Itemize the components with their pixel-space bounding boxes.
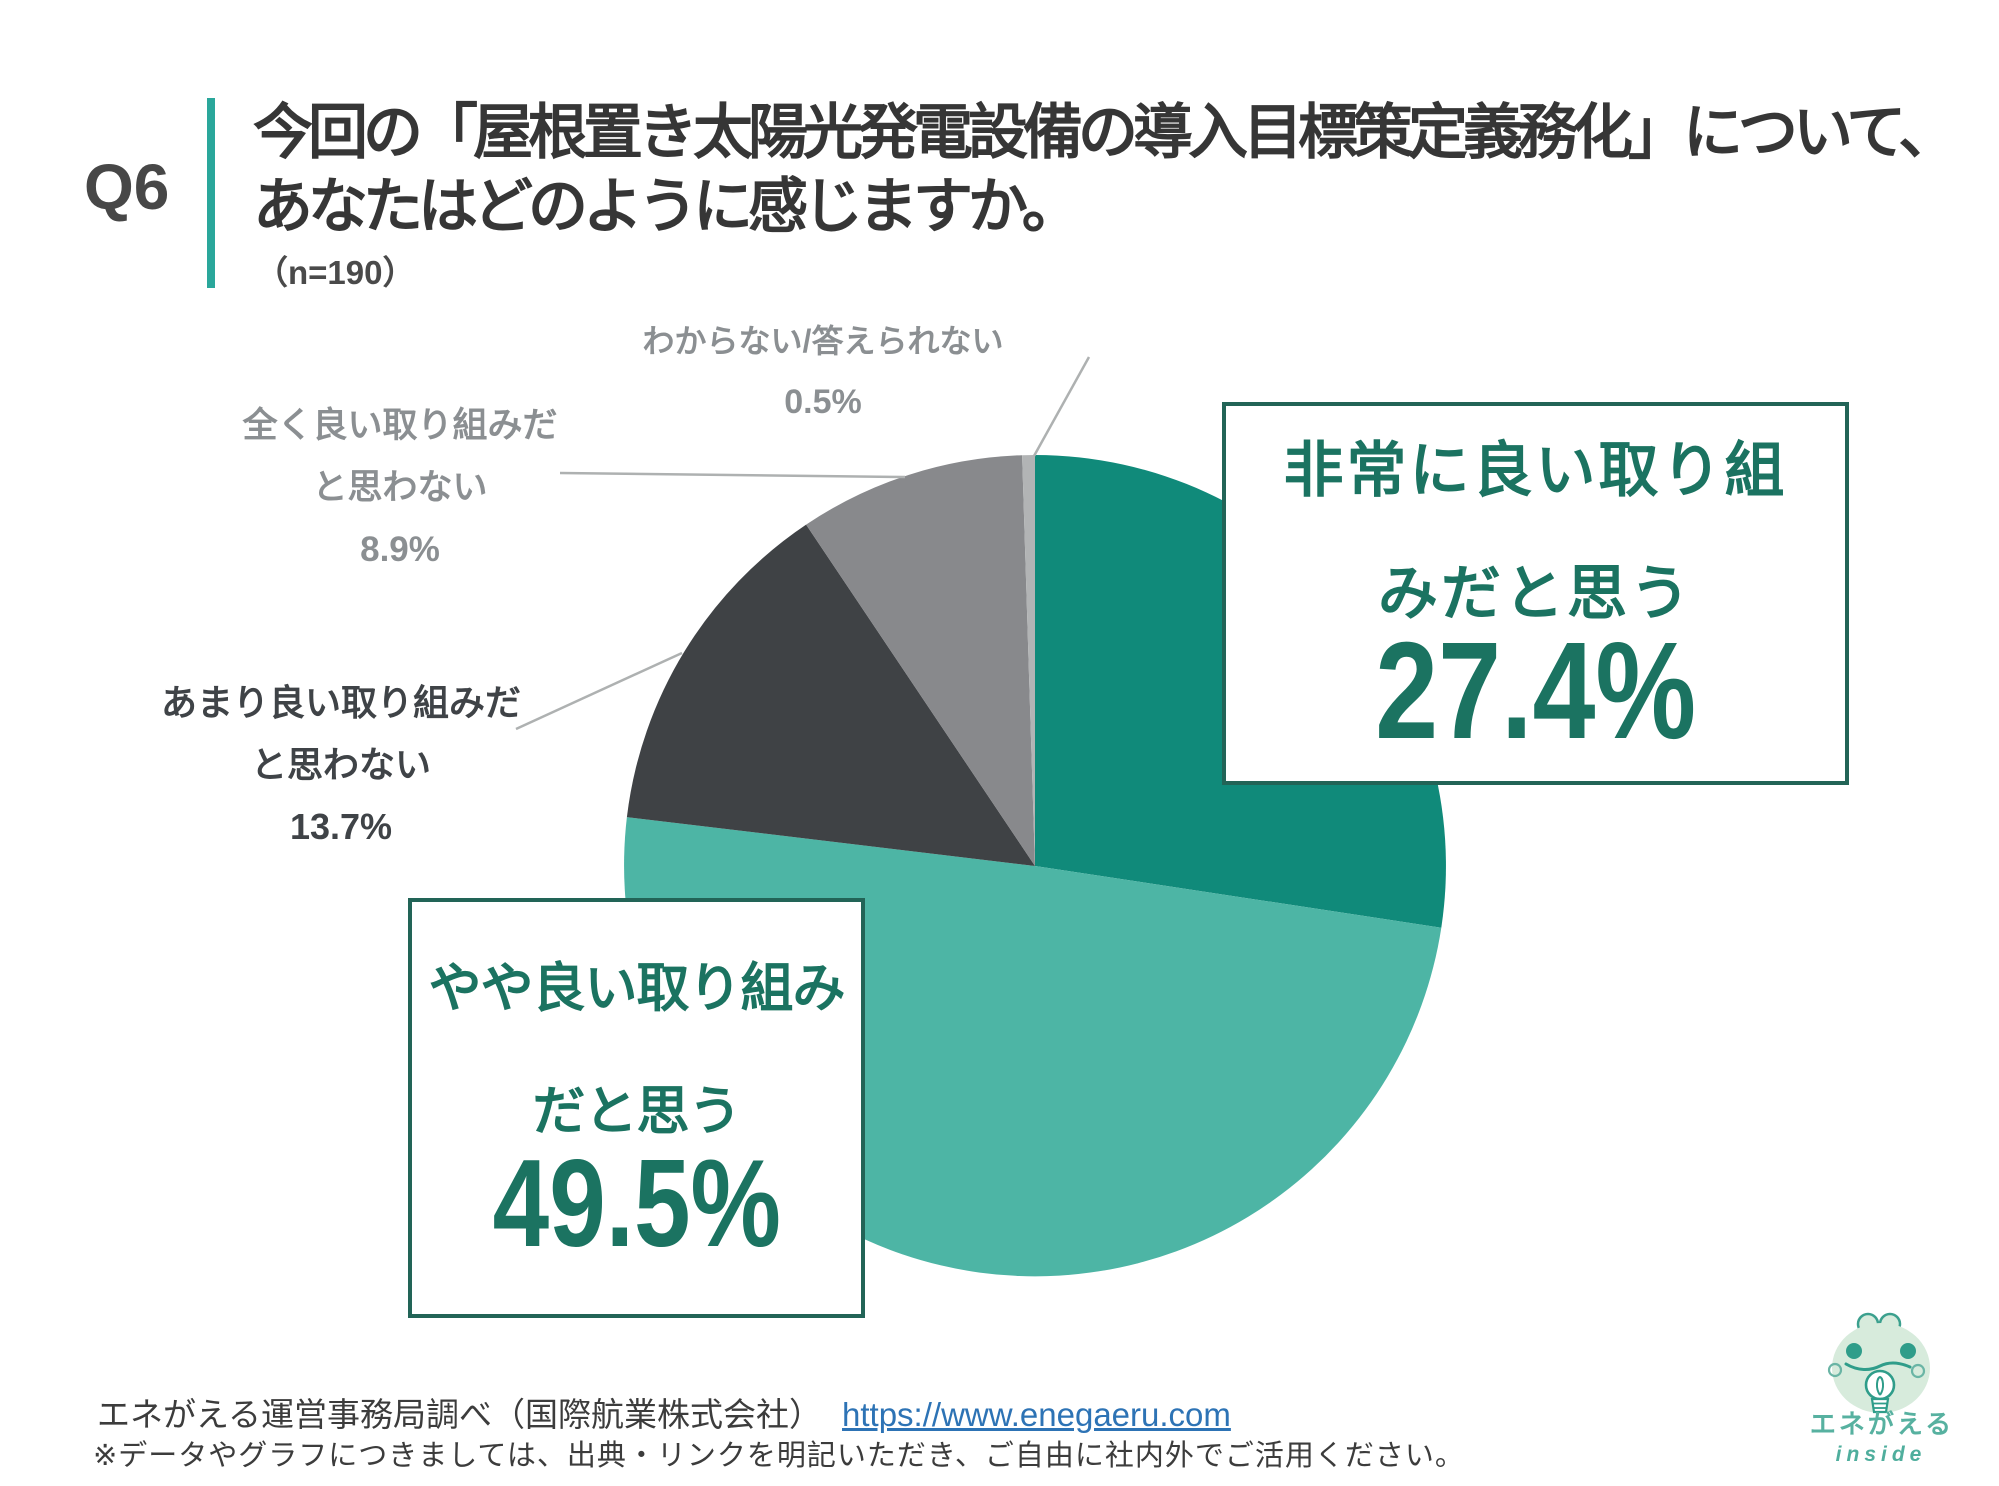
title-accent-bar: [207, 98, 215, 288]
callout-very-good-value: 27.4%: [1375, 614, 1696, 768]
label-not-very-line2: と思わない: [250, 744, 431, 785]
label-not-at-all-good: 全く良い取り組みだ と思わない 8.9%: [150, 395, 650, 581]
sample-size: （n=190）: [255, 254, 416, 291]
source-line: エネがえる運営事務局調べ（国際航業株式会社） https://www.enegae…: [97, 1388, 1231, 1436]
page-title: 今回の「屋根置き太陽光発電設備の導入目標策定義務化」について、 あなたはどのよう…: [253, 96, 1958, 244]
pie-slice-3: [806, 455, 1035, 866]
callout-very-good-line2: みだと思う: [1378, 560, 1693, 627]
pie-slice-4: [1022, 454, 1035, 866]
title-line-2: あなたはどのように感じますか。: [253, 173, 1082, 240]
label-not-at-all-line2: と思わない: [312, 468, 488, 507]
callout-somewhat-good: やや良い取り組み だと思う 49.5%: [408, 898, 865, 1318]
frog-icon: [1827, 1312, 1930, 1414]
pie-slice-2: [626, 524, 1035, 866]
leader-line-not-at-all: [559, 471, 906, 479]
frog-right-eye: [1900, 1343, 1916, 1359]
bulb-filament: [1876, 1375, 1884, 1396]
logo-subtext: inside: [1836, 1443, 1927, 1466]
label-not-very-line1: あまり良い取り組みだ: [160, 682, 521, 723]
logo-name: エネがえる: [1810, 1409, 1954, 1439]
callout-very-good: 非常に良い取り組 みだと思う 27.4%: [1222, 402, 1849, 785]
label-not-very-value: 13.7%: [289, 806, 393, 847]
question-number: Q6: [84, 151, 170, 223]
source-text: エネがえる運営事務局調べ（国際航業株式会社）: [97, 1396, 823, 1433]
label-not-at-all-value: 8.9%: [360, 530, 440, 569]
title-line-1: 今回の「屋根置き太陽光発電設備の導入目標策定義務化」について、: [253, 99, 1958, 166]
enegaeru-logo: エネがえる inside: [1810, 1312, 1954, 1466]
leader-line-not-very: [515, 651, 683, 731]
callout-somewhat-good-line1: やや良い取り組み: [428, 959, 846, 1018]
label-not-at-all-line1: 全く良い取り組みだ: [242, 406, 558, 445]
label-unknown-value: 0.5%: [784, 383, 862, 421]
source-link[interactable]: https://www.enegaeru.com: [842, 1396, 1231, 1433]
label-not-very-good: あまり良い取り組みだ と思わない 13.7%: [91, 672, 591, 858]
frog-right-cheek: [1910, 1363, 1926, 1379]
frog-left-eye: [1846, 1343, 1862, 1359]
frog-left-cheek: [1827, 1362, 1843, 1378]
frog-mouth: [1844, 1361, 1912, 1371]
leader-lines: [515, 356, 1091, 731]
callout-somewhat-good-line2: だと思う: [532, 1082, 742, 1141]
label-unknown: わからない/答えられない 0.5%: [573, 311, 1073, 433]
usage-note: ※データやグラフにつきましては、出典・リンクを明記いただき、ご自由に社内外でご活…: [93, 1440, 1465, 1472]
callout-somewhat-good-value: 49.5%: [492, 1135, 781, 1273]
leader-line-unknown: [1032, 356, 1091, 457]
label-unknown-text: わからない/答えられない: [642, 323, 1004, 359]
callout-very-good-line1: 非常に良い取り組: [1283, 437, 1788, 504]
